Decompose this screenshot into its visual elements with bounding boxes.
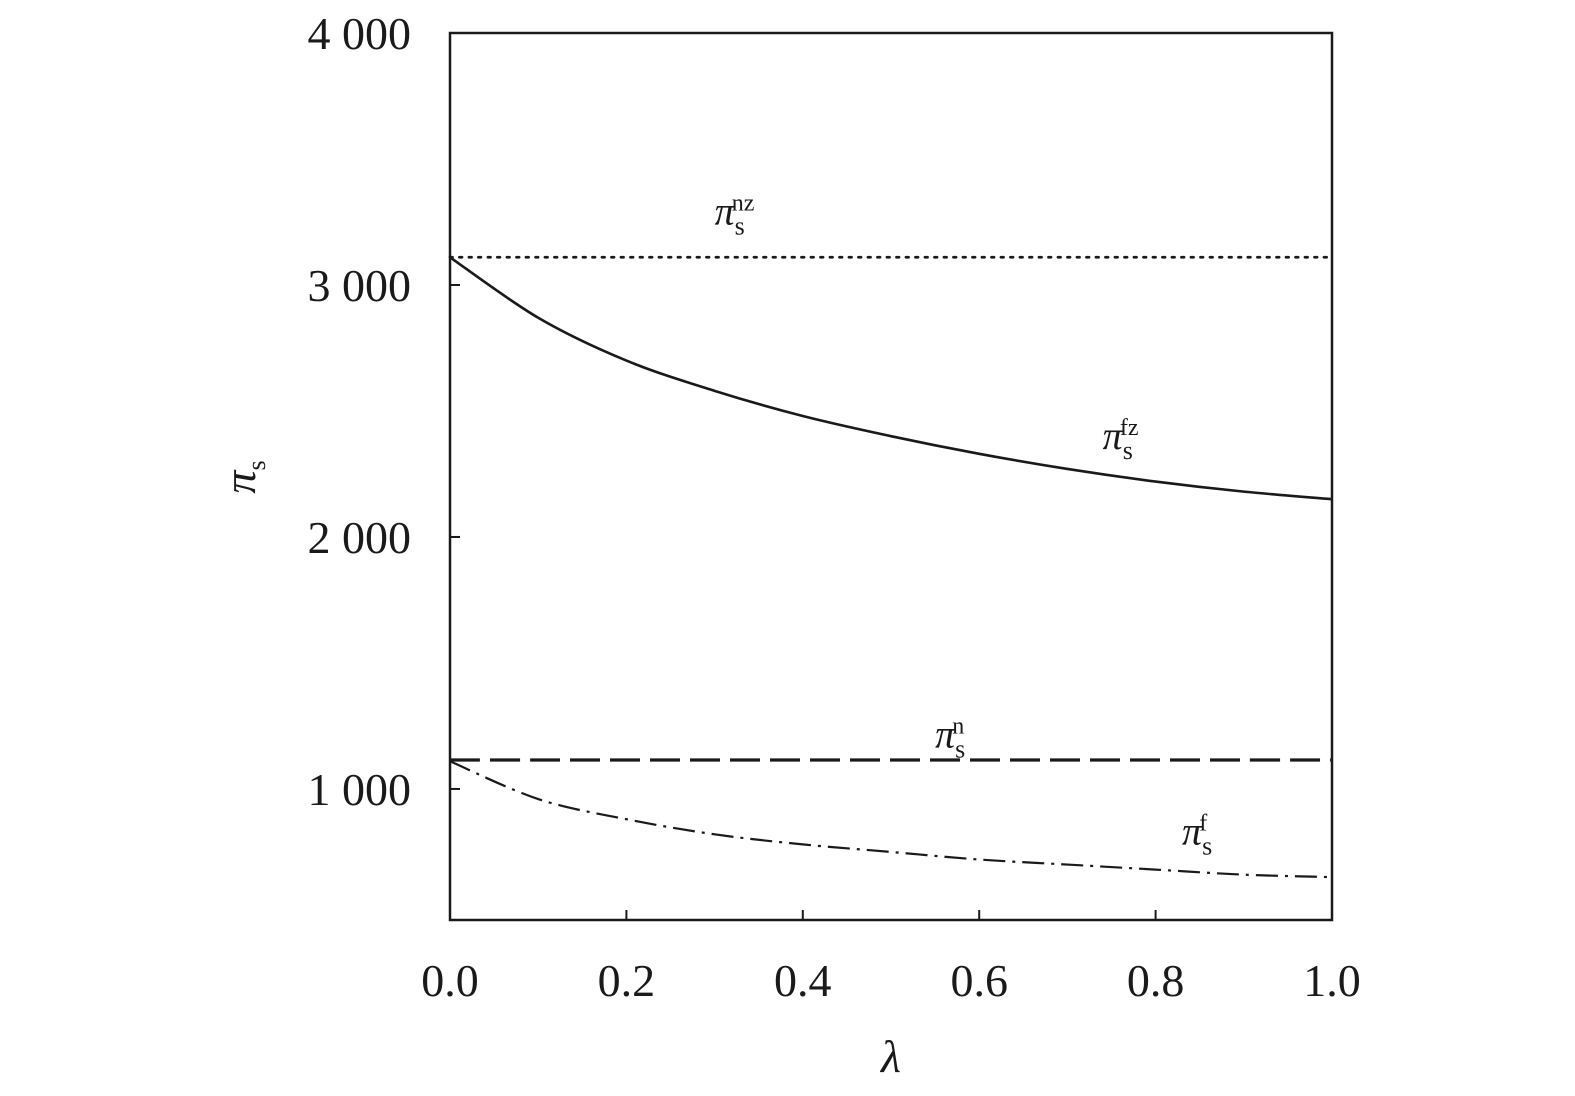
series-label-subscript: s (955, 734, 965, 763)
tick-labels: 0.0 0.2 0.4 0.6 0.8 1.0 1 000 2 000 3 000 4 000 (308, 8, 1361, 1006)
series-label-f: πsf (1182, 808, 1212, 860)
axis-ticks (449, 32, 1333, 920)
x-tick-label: 0.2 (598, 955, 656, 1006)
x-tick-label: 0.4 (774, 955, 832, 1006)
series-label-symbol: π (935, 711, 956, 756)
series-label-superscript: fz (1120, 415, 1139, 441)
y-tick-label: 2 000 (308, 512, 412, 563)
y-tick-label: 3 000 (308, 260, 412, 311)
y-axis-label: πs (214, 460, 271, 493)
x-axis-label: λ (879, 1031, 901, 1082)
x-tick-label: 0.8 (1127, 955, 1185, 1006)
series-label-superscript: nz (732, 191, 755, 217)
series-label-superscript: f (1199, 810, 1207, 836)
x-tick-label: 0.0 (421, 955, 479, 1006)
y-tick-label: 1 000 (308, 764, 412, 815)
x-tick-label: 1.0 (1303, 955, 1361, 1006)
series-label-subscript: s (735, 212, 745, 241)
plot-frame (448, 31, 1334, 922)
series-label-subscript: s (1202, 831, 1212, 860)
series-lines (448, 255, 1334, 879)
x-tick-label: 0.6 (950, 955, 1008, 1006)
series-label-symbol: π (715, 189, 736, 234)
series-label-nz: πsnz (715, 189, 755, 241)
series-label-fz: πsfz (1103, 413, 1139, 465)
series-label-symbol: π (1103, 413, 1124, 458)
y-tick-label: 4 000 (308, 8, 412, 59)
y-axis-label-symbol: π (214, 469, 265, 494)
series-label-subscript: s (1123, 436, 1133, 465)
series-line-f (449, 760, 1333, 879)
series-label-superscript: n (952, 713, 964, 739)
series-line-fz (449, 256, 1333, 501)
series-label-n: πsn (935, 711, 965, 763)
y-axis-label-subscript: s (242, 460, 271, 470)
series-label-symbol: π (1182, 808, 1203, 853)
